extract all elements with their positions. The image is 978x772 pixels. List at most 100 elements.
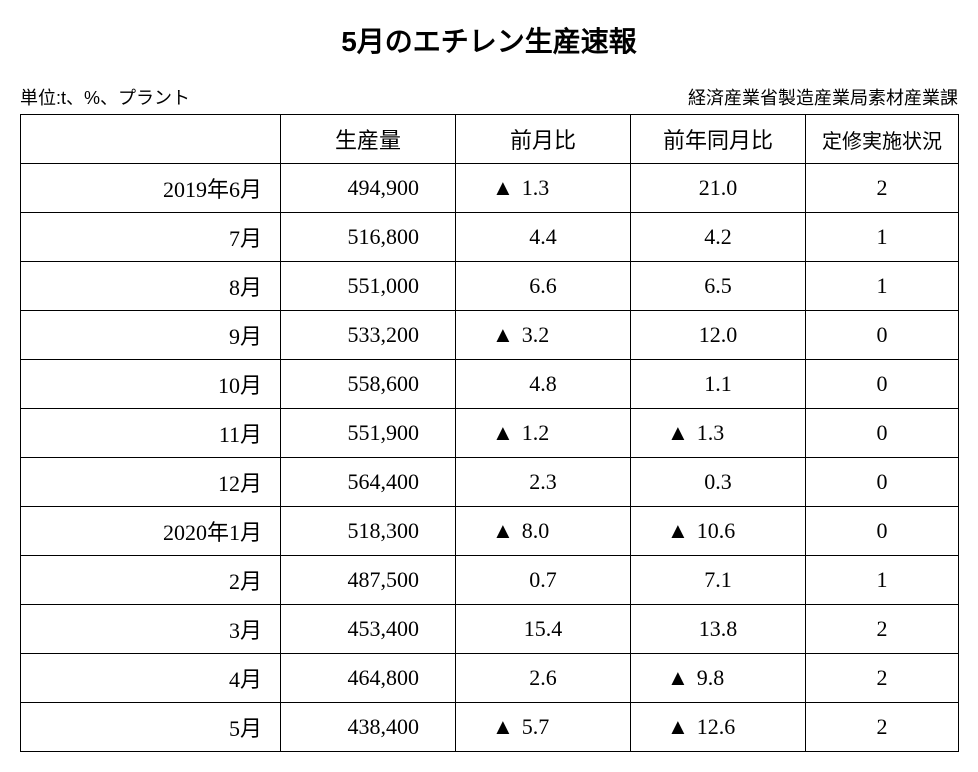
cell-yoy: 4.2	[631, 213, 806, 262]
cell-yoy-value: 6.5	[704, 273, 732, 298]
cell-period: 2020年1月	[21, 507, 281, 556]
table-row: 3月453,400 15.4 13.8 2	[21, 605, 959, 654]
cell-mom-value: 1.2	[522, 420, 550, 445]
negative-marker-icon: ▲	[667, 420, 689, 446]
cell-production: 453,400	[281, 605, 456, 654]
cell-mom-value: 8.0	[522, 518, 550, 543]
cell-period: 11月	[21, 409, 281, 458]
cell-maintenance: 1	[806, 213, 959, 262]
cell-production: 438,400	[281, 703, 456, 752]
cell-mom: 4.4	[456, 213, 631, 262]
cell-mom: ▲ 1.2	[456, 409, 631, 458]
col-yoy: 前年同月比	[631, 115, 806, 164]
cell-mom-value: 4.8	[529, 371, 557, 396]
cell-production: 494,900	[281, 164, 456, 213]
table-row: 11月551,900 ▲ 1.2 ▲1.30	[21, 409, 959, 458]
cell-mom: 2.6	[456, 654, 631, 703]
negative-marker-icon: ▲	[492, 322, 514, 348]
cell-period: 12月	[21, 458, 281, 507]
cell-production: 558,600	[281, 360, 456, 409]
table-row: 5月438,400 ▲ 5.7 ▲12.62	[21, 703, 959, 752]
col-production: 生産量	[281, 115, 456, 164]
cell-yoy: ▲ 9.8	[631, 654, 806, 703]
cell-maintenance: 2	[806, 654, 959, 703]
negative-marker-icon: ▲	[492, 714, 514, 740]
cell-yoy: ▲12.6	[631, 703, 806, 752]
cell-mom-value: 15.4	[524, 616, 563, 641]
table-row: 8月551,0006.66.51	[21, 262, 959, 311]
cell-production: 464,800	[281, 654, 456, 703]
table-row: 2020年1月518,300▲8.0▲10.60	[21, 507, 959, 556]
cell-mom-value: 5.7	[522, 714, 550, 739]
cell-yoy-value: 12.0	[699, 322, 738, 347]
cell-production: 533,200	[281, 311, 456, 360]
cell-period: 3月	[21, 605, 281, 654]
cell-mom-value: 6.6	[529, 273, 557, 298]
cell-period: 5月	[21, 703, 281, 752]
table-row: 2019年6月494,900▲1.3 21.0 2	[21, 164, 959, 213]
negative-marker-icon: ▲	[492, 518, 514, 544]
cell-production: 551,900	[281, 409, 456, 458]
cell-maintenance: 2	[806, 703, 959, 752]
cell-production: 551,000	[281, 262, 456, 311]
cell-yoy-value: 1.1	[704, 371, 732, 396]
cell-mom-value: 2.3	[529, 469, 557, 494]
cell-yoy: 1.1	[631, 360, 806, 409]
cell-mom: 2.3	[456, 458, 631, 507]
cell-production: 516,800	[281, 213, 456, 262]
source-label: 経済産業省製造産業局素材産業課	[688, 84, 958, 110]
cell-yoy: 7.1	[631, 556, 806, 605]
cell-yoy-value: 9.8	[697, 665, 725, 690]
cell-period: 9月	[21, 311, 281, 360]
cell-period: 2019年6月	[21, 164, 281, 213]
cell-maintenance: 1	[806, 262, 959, 311]
cell-yoy-value: 4.2	[704, 224, 732, 249]
cell-maintenance: 0	[806, 409, 959, 458]
cell-maintenance: 1	[806, 556, 959, 605]
cell-mom-value: 0.7	[529, 567, 557, 592]
page-title: 5月のエチレン生産速報	[20, 20, 958, 60]
cell-production: 564,400	[281, 458, 456, 507]
cell-yoy: 12.0	[631, 311, 806, 360]
table-row: 7月516,8004.4 4.2 1	[21, 213, 959, 262]
cell-yoy: ▲1.3	[631, 409, 806, 458]
cell-yoy-value: 10.6	[697, 518, 736, 543]
production-table: 生産量 前月比 前年同月比 定修実施状況 2019年6月494,900▲1.32…	[20, 114, 959, 752]
cell-mom-value: 2.6	[529, 665, 557, 690]
cell-yoy-value: 7.1	[704, 567, 732, 592]
table-row: 4月464,800 2.6 ▲ 9.8 2	[21, 654, 959, 703]
cell-mom-value: 3.2	[522, 322, 550, 347]
negative-marker-icon: ▲	[492, 420, 514, 446]
table-row: 2月487,5000.77.11	[21, 556, 959, 605]
cell-mom: ▲ 3.2	[456, 311, 631, 360]
cell-mom: 0.7	[456, 556, 631, 605]
cell-period: 7月	[21, 213, 281, 262]
cell-maintenance: 0	[806, 360, 959, 409]
col-period	[21, 115, 281, 164]
cell-yoy-value: 0.3	[704, 469, 732, 494]
cell-mom: ▲ 5.7	[456, 703, 631, 752]
cell-production: 518,300	[281, 507, 456, 556]
unit-label: 単位:t、%、プラント	[20, 84, 190, 110]
cell-yoy: ▲10.6	[631, 507, 806, 556]
col-maintenance: 定修実施状況	[806, 115, 959, 164]
table-row: 10月558,600 4.8 1.1 0	[21, 360, 959, 409]
cell-maintenance: 2	[806, 164, 959, 213]
cell-maintenance: 2	[806, 605, 959, 654]
cell-yoy-value: 13.8	[699, 616, 738, 641]
cell-yoy: 6.5	[631, 262, 806, 311]
table-header-row: 生産量 前月比 前年同月比 定修実施状況	[21, 115, 959, 164]
cell-mom: ▲ 8.0	[456, 507, 631, 556]
cell-mom-value: 1.3	[522, 175, 550, 200]
cell-yoy: 0.3	[631, 458, 806, 507]
cell-maintenance: 0	[806, 311, 959, 360]
cell-maintenance: 0	[806, 458, 959, 507]
cell-period: 2月	[21, 556, 281, 605]
cell-period: 4月	[21, 654, 281, 703]
table-row: 9月533,200 ▲ 3.2 12.0 0	[21, 311, 959, 360]
negative-marker-icon: ▲	[667, 665, 689, 691]
cell-mom: ▲1.3	[456, 164, 631, 213]
cell-period: 10月	[21, 360, 281, 409]
cell-yoy-value: 21.0	[699, 175, 738, 200]
cell-yoy: 21.0	[631, 164, 806, 213]
